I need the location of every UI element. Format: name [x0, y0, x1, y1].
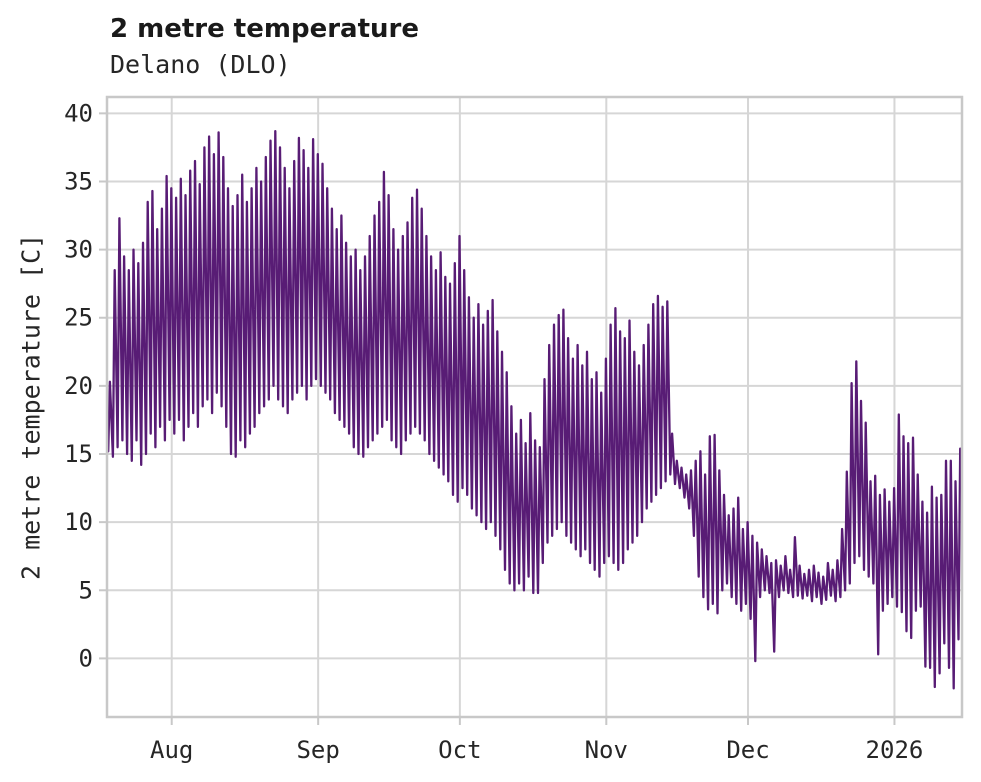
x-tick-label: Aug	[150, 736, 193, 764]
y-tick-label: 30	[64, 236, 93, 264]
y-tick-label: 0	[79, 644, 93, 672]
y-tick-label: 25	[64, 304, 93, 332]
temperature-series	[107, 129, 962, 690]
y-tick-label: 15	[64, 440, 93, 468]
plot-area: 0 5 10 15 20 25 30 35 40 Aug Sep Oct Nov Dec 2026	[64, 95, 964, 764]
x-tick-label: Sep	[296, 736, 339, 764]
x-tick-label: Oct	[438, 736, 481, 764]
y-tick-label: 10	[64, 508, 93, 536]
x-tick-label: Nov	[585, 736, 628, 764]
temperature-series-line	[107, 129, 962, 690]
y-tick-label: 35	[64, 167, 93, 195]
page-title: 2 metre temperature	[110, 14, 419, 44]
tick-labels: 0 5 10 15 20 25 30 35 40 Aug Sep Oct Nov Dec 2026	[64, 99, 923, 764]
x-tick-label: 2026	[866, 736, 924, 764]
plot-border	[105, 95, 964, 719]
chart-subtitle: Delano (DLO)	[110, 50, 291, 79]
plot-frame	[105, 95, 964, 719]
x-tick-label: Dec	[726, 736, 769, 764]
y-tick-label: 20	[64, 372, 93, 400]
y-tick-label: 40	[64, 99, 93, 127]
tick-marks	[99, 112, 896, 725]
y-tick-label: 5	[79, 576, 93, 604]
